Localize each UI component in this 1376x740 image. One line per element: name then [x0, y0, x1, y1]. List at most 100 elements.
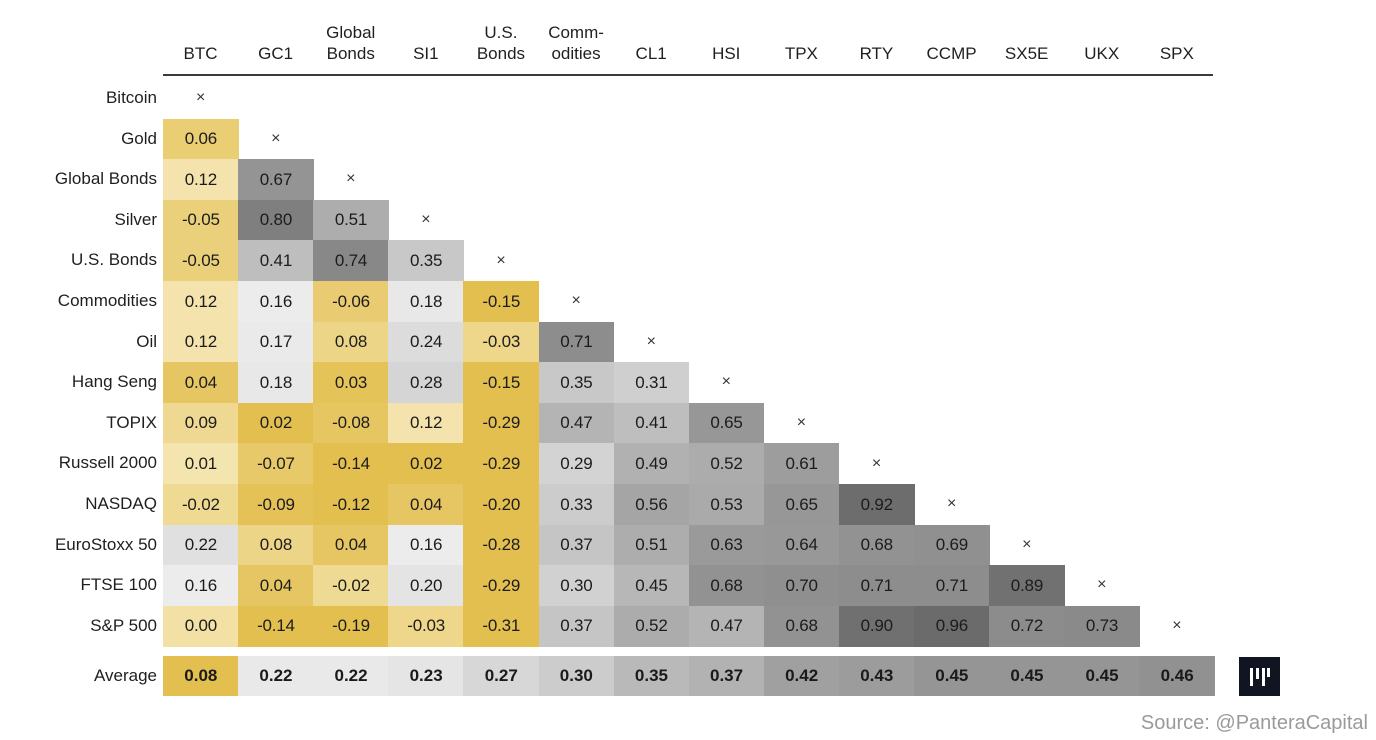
row-label: FTSE 100	[80, 575, 157, 595]
correlation-cell: 0.30	[538, 565, 615, 607]
diagonal-marker: ×	[571, 292, 581, 310]
correlation-cell: 0.02	[238, 402, 314, 444]
correlation-cell: 0.41	[613, 402, 690, 444]
correlation-cell: 0.08	[313, 321, 389, 363]
correlation-cell: -0.07	[238, 443, 314, 485]
row-label: TOPIX	[106, 412, 157, 432]
correlation-cell: 0.03	[313, 362, 389, 404]
correlation-cell: 0.12	[163, 159, 239, 201]
correlation-cell: 0.33	[538, 484, 615, 526]
correlation-cell: 0.35	[538, 362, 615, 404]
correlation-cell: 0.53	[688, 484, 765, 526]
pantera-logo-mark	[1249, 667, 1270, 686]
correlation-cell: 0.41	[238, 240, 314, 282]
row-label: Russell 2000	[58, 453, 157, 473]
diagonal-marker: ×	[646, 332, 656, 350]
average-cell: 0.45	[914, 656, 990, 696]
correlation-cell: 0.71	[538, 321, 615, 363]
correlation-cell: 0.04	[313, 524, 389, 566]
correlation-cell: 0.70	[763, 565, 840, 607]
correlation-cell: 0.51	[613, 524, 690, 566]
diagonal-marker: ×	[271, 129, 281, 147]
correlation-cell: 0.35	[388, 240, 464, 282]
correlation-cell: 0.74	[313, 240, 389, 282]
correlation-cell: -0.05	[163, 199, 239, 241]
row-label: U.S. Bonds	[71, 250, 157, 270]
column-header: SI1	[413, 44, 439, 63]
correlation-cell: 0.52	[688, 443, 765, 485]
correlation-cell: 0.71	[838, 565, 915, 607]
average-cell: 0.37	[688, 656, 765, 696]
correlation-cell: -0.29	[463, 565, 540, 607]
diagonal-marker: ×	[421, 211, 431, 229]
average-cell: 0.35	[613, 656, 690, 696]
diagonal-marker: ×	[796, 414, 806, 432]
correlation-cell: 0.29	[538, 443, 615, 485]
column-header: SPX	[1159, 44, 1194, 63]
correlation-cell: 0.80	[238, 199, 314, 241]
column-header: Comm- odities	[548, 23, 604, 63]
average-cell: 0.27	[463, 656, 540, 696]
correlation-cell: -0.14	[313, 443, 389, 485]
column-header: RTY	[859, 44, 894, 63]
column-header: UKX	[1084, 44, 1120, 63]
correlation-cell: 0.68	[838, 524, 915, 566]
correlation-cell: 0.45	[613, 565, 690, 607]
correlation-cell: -0.15	[463, 362, 540, 404]
average-cell: 0.46	[1139, 656, 1215, 696]
correlation-cell: 0.52	[613, 605, 690, 647]
correlation-cell: 0.37	[538, 524, 615, 566]
diagonal-marker: ×	[195, 89, 206, 107]
header-rule	[163, 74, 1213, 76]
diagonal-marker: ×	[1022, 535, 1032, 553]
correlation-cell: 0.12	[163, 281, 239, 323]
diagonal-marker: ×	[871, 454, 882, 472]
row-label: Silver	[114, 209, 157, 229]
correlation-cell: -0.03	[463, 321, 540, 363]
correlation-cell: 0.92	[838, 484, 915, 526]
correlation-cell: 0.65	[763, 484, 840, 526]
correlation-cell: 0.96	[914, 605, 990, 647]
row-label: Gold	[121, 128, 157, 148]
correlation-cell: 0.16	[163, 565, 239, 607]
correlation-cell: -0.20	[463, 484, 540, 526]
correlation-cell: 0.12	[163, 321, 239, 363]
correlation-cell: -0.19	[313, 605, 389, 647]
column-header: CL1	[635, 44, 667, 63]
pantera-logo-icon	[1239, 657, 1280, 696]
correlation-cell: 0.04	[163, 362, 239, 404]
correlation-cell: 0.64	[763, 524, 840, 566]
correlation-cell: -0.15	[463, 281, 540, 323]
correlation-cell: 0.20	[388, 565, 464, 607]
row-label: NASDAQ	[85, 494, 157, 513]
column-header: U.S. Bonds	[476, 23, 526, 63]
average-cell: 0.45	[989, 656, 1065, 696]
correlation-cell: 0.17	[238, 321, 314, 363]
diagonal-marker: ×	[721, 373, 731, 391]
correlation-cell: 0.16	[388, 524, 464, 566]
correlation-cell: 0.28	[388, 362, 464, 404]
correlation-cell: 0.90	[838, 605, 915, 647]
average-cell: 0.45	[1064, 656, 1140, 696]
column-header: TPX	[784, 44, 818, 63]
row-label: Hang Seng	[71, 372, 157, 392]
diagonal-marker: ×	[346, 170, 356, 188]
average-cell: 0.43	[838, 656, 915, 696]
correlation-cell: 0.89	[989, 565, 1065, 607]
column-header: SX5E	[1004, 44, 1049, 63]
correlation-cell: -0.29	[463, 443, 540, 485]
correlation-cell: 0.16	[238, 281, 314, 323]
diagonal-marker: ×	[946, 495, 957, 513]
correlation-cell: 0.67	[238, 159, 314, 201]
correlation-cell: 0.00	[163, 605, 239, 647]
diagonal-marker: ×	[496, 251, 506, 269]
correlation-cell: 0.18	[388, 281, 464, 323]
correlation-cell: -0.12	[313, 484, 389, 526]
correlation-cell: -0.05	[163, 240, 239, 282]
correlation-cell: -0.14	[238, 605, 314, 647]
correlation-cell: 0.37	[538, 605, 615, 647]
correlation-cell: -0.02	[163, 484, 239, 526]
correlation-cell: -0.03	[388, 605, 464, 647]
correlation-cell: 0.04	[388, 484, 464, 526]
correlation-cell: 0.47	[688, 605, 765, 647]
